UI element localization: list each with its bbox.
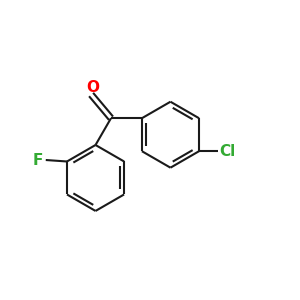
Text: O: O	[86, 80, 99, 95]
Text: Cl: Cl	[220, 144, 236, 159]
Text: F: F	[33, 152, 44, 167]
